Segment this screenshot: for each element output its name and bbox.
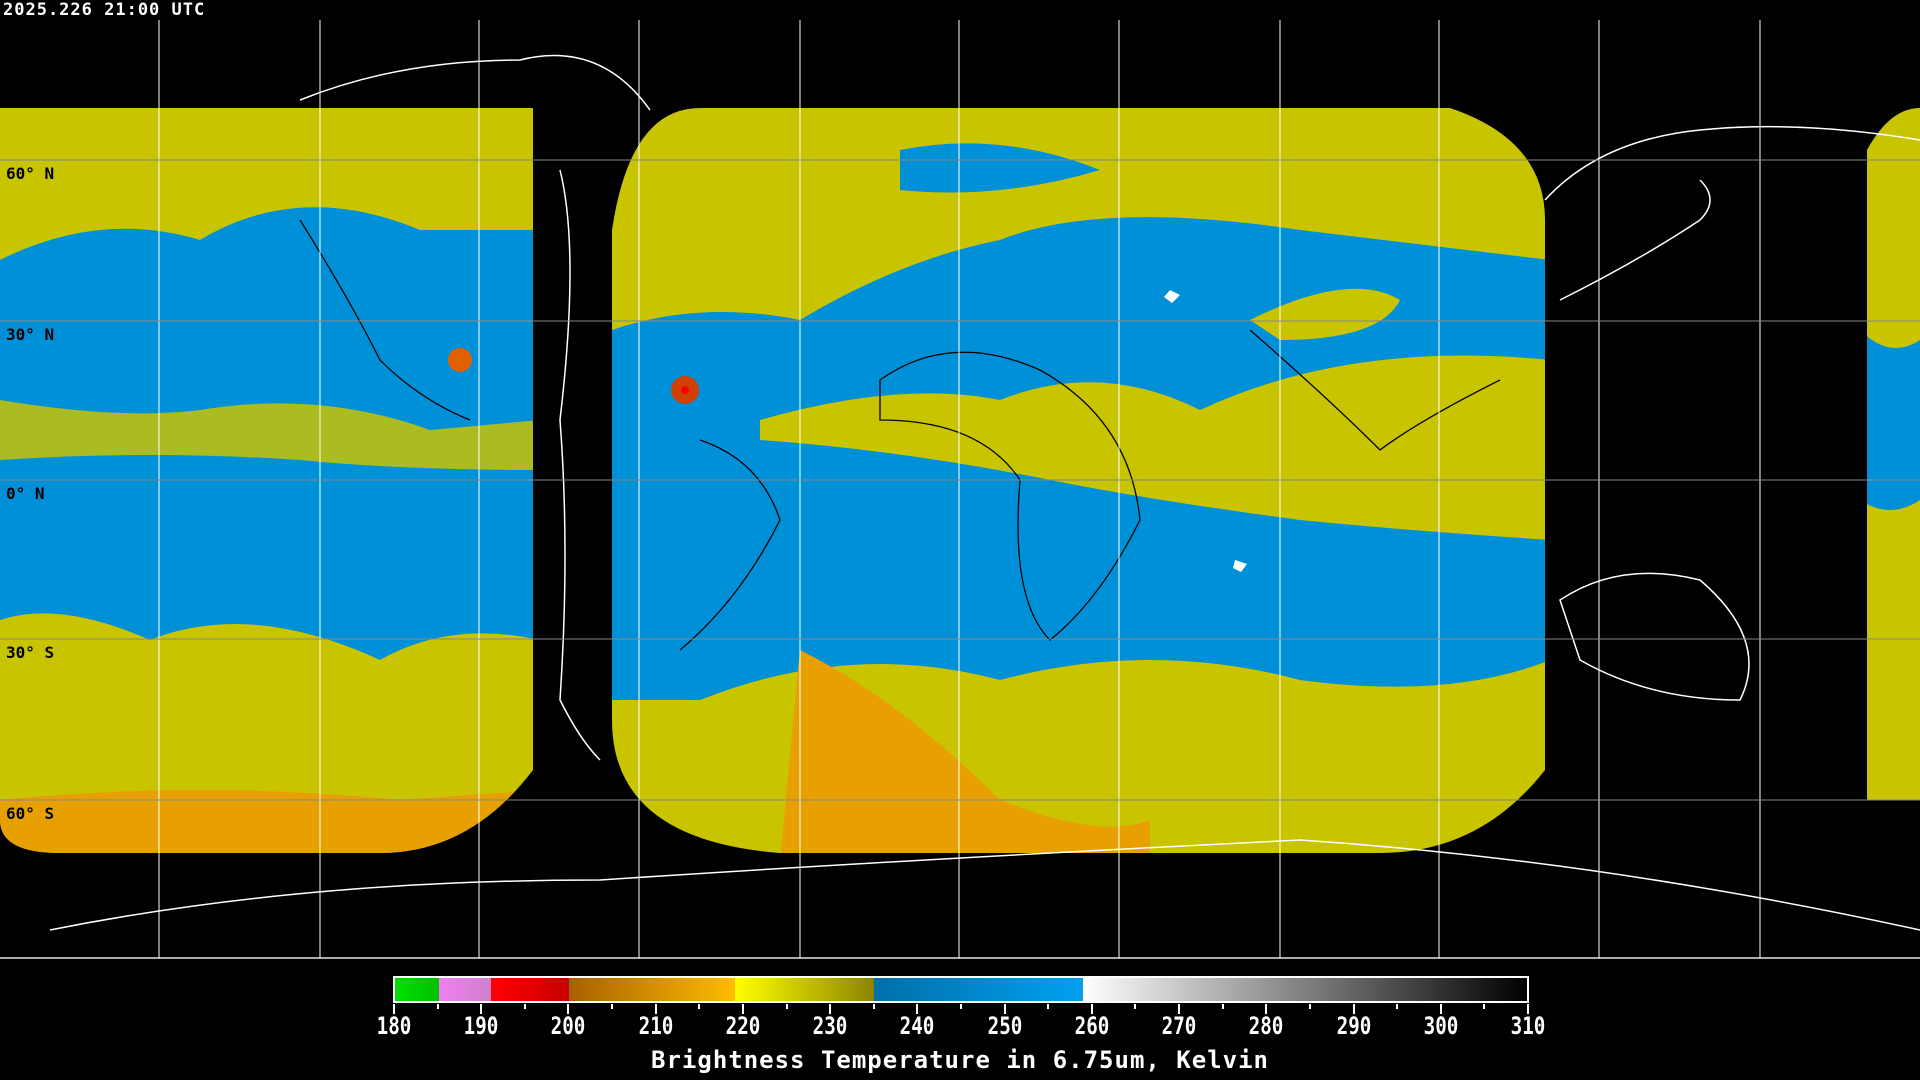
colorbar-tick-label: 240 [900,1012,935,1040]
colorbar-tick [611,1004,614,1009]
colorbar-tick [567,1004,570,1014]
colorbar-segment [569,978,735,1001]
colorbar-segment [734,978,874,1001]
graticule [0,20,1920,958]
colorbar-tick-label: 270 [1161,1012,1197,1040]
water-vapor-imagery [0,20,1920,958]
colorbar-tick-label: 290 [1336,1012,1371,1040]
colorbar-tick [1090,1004,1093,1014]
colorbar-tick [393,1004,395,1014]
colorbar-tick-label: 220 [725,1012,761,1040]
colorbar-tick [436,1004,439,1009]
colorbar-tick-label: 260 [1074,1012,1110,1040]
colorbar-tick [1396,1004,1399,1009]
colorbar-tick [1308,1004,1311,1009]
coastlines-over-imagery [299,219,1501,651]
colorbar-tick-label: 180 [376,1012,412,1040]
colorbar-tick [1178,1004,1181,1014]
lat-label-30s: 30° S [6,643,55,662]
colorbar-tick [1483,1004,1486,1009]
colorbar-tick [916,1004,919,1014]
colorbar-tick-label: 230 [812,1012,848,1040]
colorbar-tick [829,1004,832,1014]
colorbar-tick [741,1004,744,1014]
colorbar-tick [960,1004,962,1009]
colorbar-tick [523,1004,526,1009]
colorbar-tick [1003,1004,1006,1014]
timestamp: 2025.226 21:00 UTC [3,0,206,20]
colorbar-tick [1265,1004,1268,1014]
colorbar-tick [654,1004,657,1014]
satellite-map: 2025.226 21:00 UTC 60° N 30° N 0° N 30° … [0,0,1920,959]
colorbar-tick [1527,1004,1529,1014]
lat-label-60n: 60° N [6,164,55,183]
colorbar-tick [480,1004,483,1014]
colorbar-tick-label: 200 [551,1012,586,1040]
colorbar-tick-label: 310 [1510,1012,1546,1040]
colorbar-segment [873,978,1083,1001]
lat-label-60s: 60° S [6,804,55,823]
lat-label-30n: 30° N [6,325,55,344]
colorbar-tick [1221,1004,1224,1009]
colorbar-tick [698,1004,701,1009]
colorbar-tick-label: 280 [1248,1012,1284,1040]
colorbar-tick [1134,1004,1137,1009]
colorbar-title: Brightness Temperature in 6.75um, Kelvin [651,1046,1269,1074]
right-imagery-panel [1867,108,1920,800]
colorbar-tick-label: 300 [1423,1012,1459,1040]
lat-label-equator: 0° N [6,484,45,503]
colorbar [393,976,1529,1003]
colorbar-tick-label: 250 [987,1012,1022,1040]
colorbar-tick [872,1004,875,1009]
colorbar-tick-label: 190 [463,1012,499,1040]
colorbar-tick-label: 210 [638,1012,674,1040]
coastlines [49,54,1920,931]
colorbar-segment [395,978,439,1001]
colorbar-tick [1047,1004,1050,1009]
colorbar-segment [1082,978,1527,1001]
colorbar-segment [490,978,570,1001]
colorbar-tick [785,1004,788,1009]
colorbar-tick [1352,1004,1355,1014]
colorbar-segment [438,978,491,1001]
colorbar-tick [1439,1004,1442,1014]
